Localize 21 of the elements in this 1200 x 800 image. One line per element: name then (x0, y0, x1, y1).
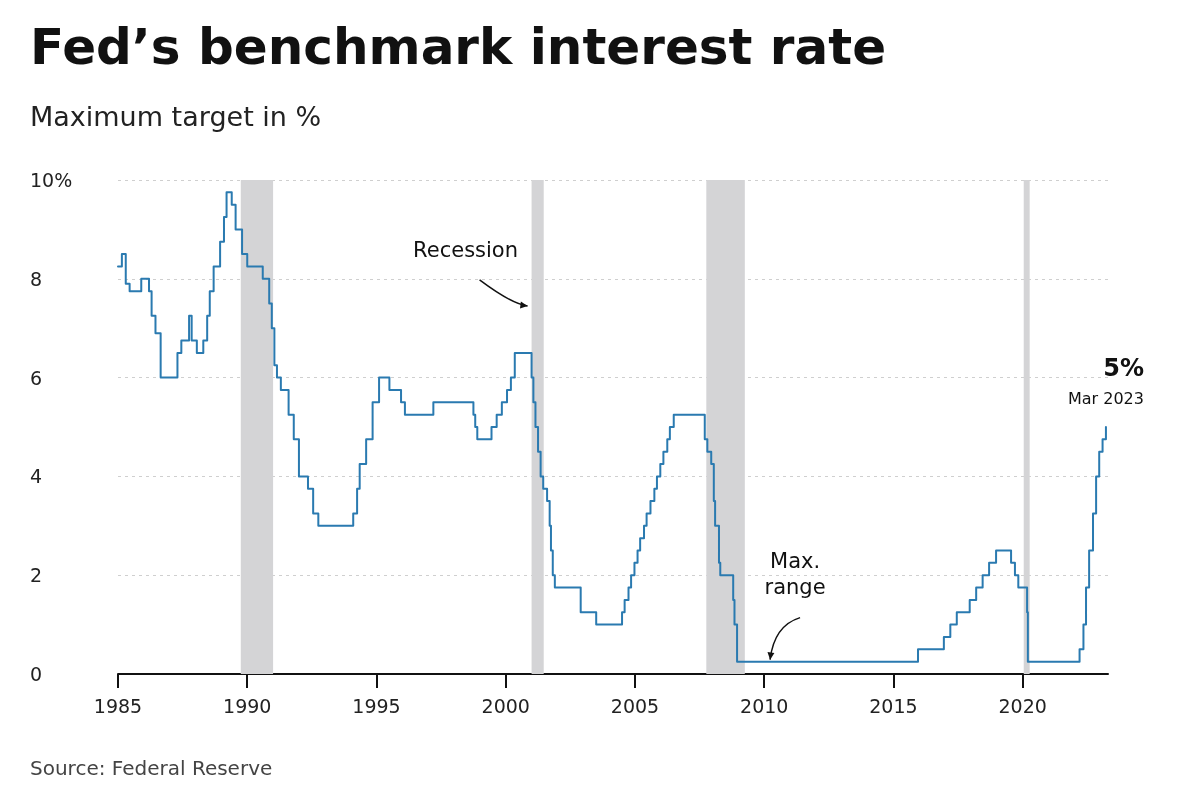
chart-subtitle: Maximum target in % (30, 101, 322, 132)
x-tick-label: 1995 (352, 694, 401, 717)
annotation: Mar 2023 (1067, 388, 1144, 408)
chart-title: Fed’s benchmark interest rate (30, 18, 887, 76)
y-tick-label: 6 (30, 366, 43, 389)
x-tick-label: 1990 (223, 694, 272, 717)
y-tick-label: 2 (30, 564, 43, 587)
x-tick-label: 2015 (869, 694, 918, 717)
y-tick-label: 8 (30, 267, 43, 290)
x-tick-label: 2000 (481, 694, 530, 717)
x-tick-label: 2010 (740, 694, 789, 717)
y-tick-label: 4 (30, 465, 43, 488)
x-tick-label: 2005 (610, 694, 660, 717)
y-tick-label: 0 (30, 663, 43, 685)
annotation: Recession (413, 237, 519, 262)
y-tick-label: 10% (30, 169, 73, 191)
x-tick-label: 1985 (93, 694, 143, 717)
x-tick-label: 2020 (998, 694, 1047, 717)
source-note: Source: Federal Reserve (30, 756, 273, 780)
annotation: Max. range (764, 548, 826, 599)
annotation: 5% (1103, 354, 1144, 382)
